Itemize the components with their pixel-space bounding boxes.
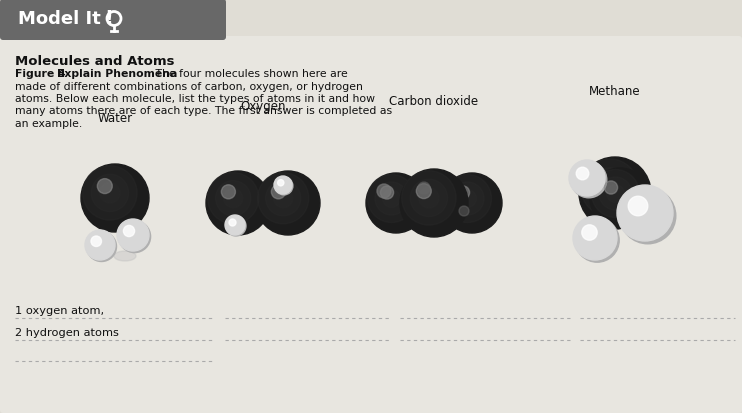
Circle shape (442, 173, 502, 233)
Text: many atoms there are of each type. The first answer is completed as: many atoms there are of each type. The f… (15, 107, 392, 116)
Circle shape (381, 186, 393, 199)
Circle shape (590, 168, 629, 207)
Circle shape (400, 169, 468, 237)
Circle shape (597, 173, 612, 188)
Circle shape (377, 184, 391, 198)
Circle shape (575, 218, 620, 262)
Text: 1 oxygen atom,: 1 oxygen atom, (15, 306, 104, 316)
Circle shape (620, 188, 676, 244)
Circle shape (579, 157, 651, 229)
Circle shape (367, 175, 416, 223)
Circle shape (573, 216, 617, 260)
Circle shape (605, 181, 617, 194)
Circle shape (599, 177, 632, 210)
Text: atoms. Below each molecule, list the types of atoms in it and how: atoms. Below each molecule, list the typ… (15, 94, 375, 104)
Text: Carbon dioxide: Carbon dioxide (390, 95, 479, 108)
Text: Methane: Methane (589, 85, 641, 98)
Circle shape (382, 190, 401, 207)
Circle shape (275, 177, 293, 195)
Circle shape (401, 171, 456, 225)
Circle shape (206, 171, 270, 235)
Circle shape (278, 180, 284, 186)
Circle shape (418, 182, 430, 194)
Circle shape (97, 178, 112, 194)
Circle shape (119, 221, 151, 253)
Circle shape (221, 185, 235, 199)
Circle shape (256, 171, 320, 235)
FancyBboxPatch shape (0, 36, 742, 413)
Circle shape (459, 206, 469, 216)
Circle shape (569, 160, 605, 196)
Circle shape (266, 180, 301, 216)
Circle shape (451, 182, 484, 215)
Circle shape (410, 179, 447, 216)
Circle shape (226, 216, 246, 236)
Circle shape (617, 185, 673, 241)
Circle shape (590, 168, 650, 228)
Text: !: ! (104, 9, 113, 28)
Text: Oxygen: Oxygen (240, 100, 286, 113)
Circle shape (87, 232, 116, 261)
Circle shape (257, 173, 309, 224)
Ellipse shape (114, 251, 136, 261)
Circle shape (418, 188, 439, 208)
Circle shape (91, 236, 102, 247)
Circle shape (599, 177, 620, 198)
Circle shape (216, 180, 251, 216)
Circle shape (582, 225, 597, 240)
Circle shape (274, 176, 292, 194)
Circle shape (123, 225, 134, 237)
Text: made of different combinations of carbon, oxygen, or hydrogen: made of different combinations of carbon… (15, 81, 363, 92)
Text: 2 hydrogen atoms: 2 hydrogen atoms (15, 328, 119, 338)
Circle shape (223, 189, 243, 208)
Circle shape (375, 182, 408, 215)
Text: Model It: Model It (18, 9, 101, 28)
Circle shape (99, 183, 120, 203)
Circle shape (229, 219, 236, 226)
Circle shape (366, 173, 426, 233)
Text: Water: Water (97, 112, 133, 125)
Circle shape (274, 189, 293, 208)
Circle shape (81, 164, 149, 232)
Circle shape (91, 174, 128, 211)
Circle shape (591, 169, 640, 218)
Text: an example.: an example. (15, 119, 82, 129)
Text: Molecules and Atoms: Molecules and Atoms (15, 55, 174, 68)
Circle shape (581, 159, 638, 216)
Circle shape (577, 167, 589, 180)
Circle shape (606, 185, 625, 202)
Circle shape (416, 184, 431, 199)
FancyBboxPatch shape (0, 0, 226, 40)
Circle shape (628, 196, 648, 216)
Circle shape (571, 162, 607, 198)
Text: Explain Phenomena: Explain Phenomena (57, 69, 177, 79)
Circle shape (225, 215, 245, 235)
Text: Figure 4: Figure 4 (15, 69, 69, 79)
Circle shape (444, 175, 491, 223)
Circle shape (82, 166, 137, 220)
Circle shape (272, 185, 286, 199)
Circle shape (456, 186, 470, 199)
Circle shape (208, 173, 259, 224)
Text: The four molecules shown here are: The four molecules shown here are (152, 69, 348, 79)
Circle shape (459, 190, 476, 207)
Circle shape (117, 219, 149, 251)
Circle shape (85, 230, 115, 260)
